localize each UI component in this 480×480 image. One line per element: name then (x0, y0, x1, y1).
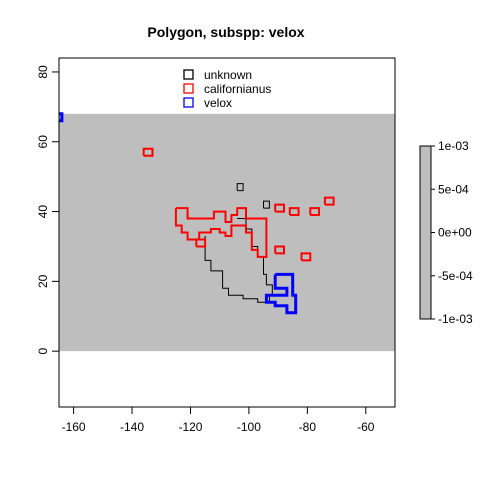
y-tick-label: 0 (36, 348, 50, 355)
legend-swatch-velox (183, 97, 194, 108)
legend-label-velox: velox (204, 96, 232, 110)
legend-swatch-californianus (183, 83, 194, 94)
raster-layer (59, 113, 395, 352)
polygon-californianus (288, 207, 300, 216)
colorbar-label: -5e-04 (438, 269, 473, 283)
plot-area: -160 -140 -120 -100 -80 -60 0 20 40 60 80 (36, 57, 396, 434)
polygon-californianus (195, 238, 207, 248)
x-tick-label: -100 (237, 420, 261, 434)
colorbar-label: -1e-03 (438, 312, 473, 326)
polygon-californianus (274, 203, 285, 213)
x-tick-label: -140 (120, 420, 144, 434)
x-tick-label: -80 (299, 420, 317, 434)
chart-title: Polygon, subspp: velox (147, 24, 304, 40)
polygon-unknown (236, 183, 244, 192)
colorbar-label: 0e+00 (438, 226, 472, 240)
colorbar-bar (419, 145, 432, 320)
x-tick-label: -160 (62, 420, 86, 434)
legend-swatch-unknown (183, 69, 194, 80)
y-tick-label: 80 (36, 65, 50, 79)
colorbar-label: 5e-04 (438, 182, 469, 196)
colorbar-label: 1e-03 (438, 139, 469, 153)
polygon-velox (59, 112, 64, 123)
y-tick-label: 40 (36, 205, 50, 219)
polygon-californianus (300, 252, 312, 262)
y-tick-label: 20 (36, 274, 50, 288)
polygon-californianus (274, 245, 285, 255)
y-tick-label: 60 (36, 135, 50, 149)
polygon-californianus (309, 207, 320, 216)
legend-label-unknown: unknown (204, 68, 252, 82)
polygon-layer (59, 112, 335, 315)
polygon-unknown (263, 200, 270, 209)
legend-label-californianus: californianus (204, 82, 271, 96)
polygon-californianus (323, 196, 335, 206)
polygon-velox (264, 272, 298, 315)
colorbar: 1e-03 5e-04 0e+00 -5e-04 -1e-03 (419, 139, 473, 326)
x-tick-label: -120 (178, 420, 202, 434)
polygon-californianus (142, 147, 154, 157)
x-tick-label: -60 (357, 420, 375, 434)
